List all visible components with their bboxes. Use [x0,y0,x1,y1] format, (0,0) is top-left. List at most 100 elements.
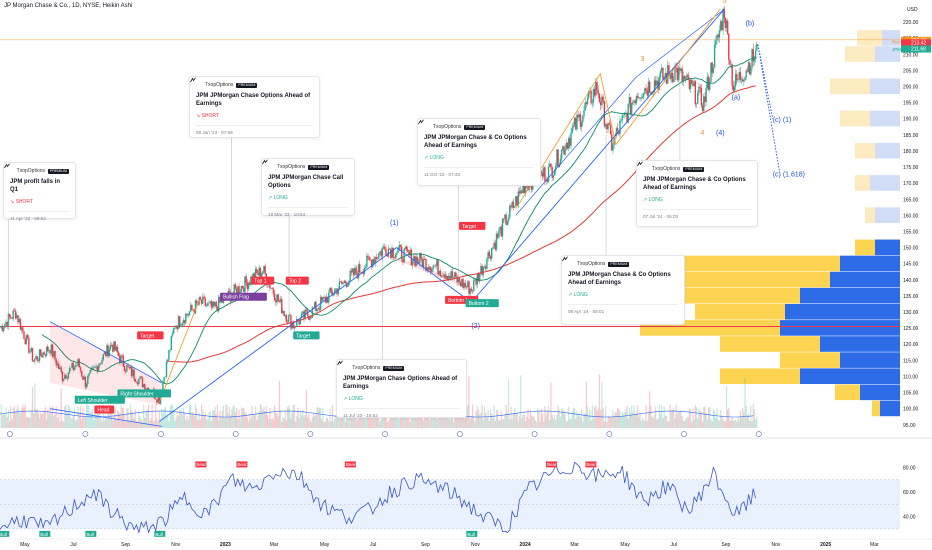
volume-bar [127,407,129,428]
idea-card[interactable]: TxopOptions PREMIUM JPM JPMorgan Chase & … [636,160,758,227]
volume-bar [95,414,97,428]
volume-bar [147,404,150,428]
candle-body [79,367,82,371]
volume-bar [553,414,556,428]
candle-body [323,296,325,298]
wave-label: (c) (1) [773,117,792,124]
candle-body [209,301,211,303]
volume-bar [0,404,2,428]
volume-bar [340,414,342,428]
wave-label: 5 [723,0,727,5]
event-marker-icon [606,431,613,437]
volume-bar [50,413,52,428]
volume-bar [454,417,456,428]
volume-bar [655,406,657,428]
candle-body [271,287,273,289]
volume-bar [499,419,501,428]
volume-bar [129,404,132,428]
candle-body [685,76,687,80]
idea-title[interactable]: JPM JPMorgan Chase & Co Options Ahead of… [424,135,527,149]
volume-bar [296,416,298,428]
premium-badge: PREMIUM [308,164,330,170]
volume-profile-bar [865,207,875,223]
volume-bar [707,407,710,428]
pattern-label-target-bg [459,221,486,230]
idea-card[interactable]: TxopOptions PREMIUM JPM JPMorgan Chase & … [561,255,685,325]
volume-bar [12,408,14,428]
idea-card[interactable]: TxopOptions PREMIUM JPM JPMorgan Chase Op… [189,76,320,138]
volume-bar [221,410,223,428]
candle-body [81,370,83,377]
volume-bar [213,410,215,428]
candle-body [692,84,694,86]
volume-bar [716,408,718,428]
last-price-label: 211.68 [911,47,926,53]
x-tick-label: Nov [772,542,781,548]
volume-bar [544,406,546,428]
idea-card[interactable]: TxopOptions PREMIUM JPM profit falls in Q… [3,162,76,221]
candle-body [6,321,8,327]
candle-body [639,97,641,99]
pattern-label-target: Target [462,224,477,230]
volume-bar [19,413,22,428]
idea-title[interactable]: JPM JPMorgan Chase Options Ahead of Earn… [196,93,311,107]
candle-body [715,40,717,45]
idea-title[interactable]: JPM JPMorgan Chase Options Ahead of Earn… [343,376,458,390]
candle-body [565,142,568,150]
candle-body [10,316,12,319]
candle-body [108,349,110,357]
candle-body [40,349,42,356]
idea-title[interactable]: JPM JPMorgan Chase & Co Options Ahead of… [568,272,671,286]
idea-date: 11 Jul '23 · 16:52 [343,413,378,418]
candle-body [710,62,712,82]
volume-profile-bar [872,400,880,417]
volume-bar [515,412,517,428]
idea-card[interactable]: TxopOptions PREMIUM JPM JPMorgan Chase Op… [336,359,467,418]
candle-body [281,299,283,314]
candle-body [124,371,127,372]
idea-title[interactable]: JPM profit falls in Q1 [10,179,61,193]
volume-bar [533,416,535,428]
candle-body [239,291,241,294]
candle-body [393,257,396,258]
idea-card[interactable]: TxopOptions PREMIUM JPM JPMorgan Chase Ca… [261,158,355,217]
volume-bar [77,405,79,428]
candle-body [560,149,563,159]
candle-body [550,163,552,168]
candle-body [290,315,292,329]
volume-bar [17,405,19,428]
candle-body [553,170,556,176]
idea-title[interactable]: JPM JPMorgan Chase & Co Options Ahead of… [643,177,746,191]
forecast-path [757,44,780,171]
candle-body [362,271,364,274]
candle-body [192,309,194,311]
idea-direction: ↗ LONG [343,396,363,402]
volume-bar [258,411,260,428]
volume-bar [123,413,126,428]
candle-body [655,80,657,86]
candle-body [107,345,109,357]
author-logo-icon [337,360,349,371]
candle-body [263,266,265,272]
candle-body [157,396,159,403]
volume-bar [200,404,203,428]
candle-body [65,375,67,379]
volume-bar [427,412,429,428]
volume-bar [324,421,326,428]
idea-title[interactable]: JPM JPMorgan Chase Call Options [268,175,344,189]
candle-body [653,80,656,93]
candle-body [430,267,432,272]
chart-title: JP Morgan Chase & Co., 1D, NYSE, Heikin … [4,3,133,9]
candle-body [647,81,650,96]
candle-body [518,191,521,194]
volume-bar [257,415,259,428]
candle-body [369,259,372,261]
volume-bar [250,418,252,428]
volume-bar [431,409,433,428]
volume-bar [327,418,329,428]
idea-direction: ↗ LONG [424,155,444,161]
idea-card[interactable]: TxopOptions PREMIUM JPM JPMorgan Chase & … [417,118,541,186]
candle-body [262,271,264,274]
candle-body [601,96,603,106]
